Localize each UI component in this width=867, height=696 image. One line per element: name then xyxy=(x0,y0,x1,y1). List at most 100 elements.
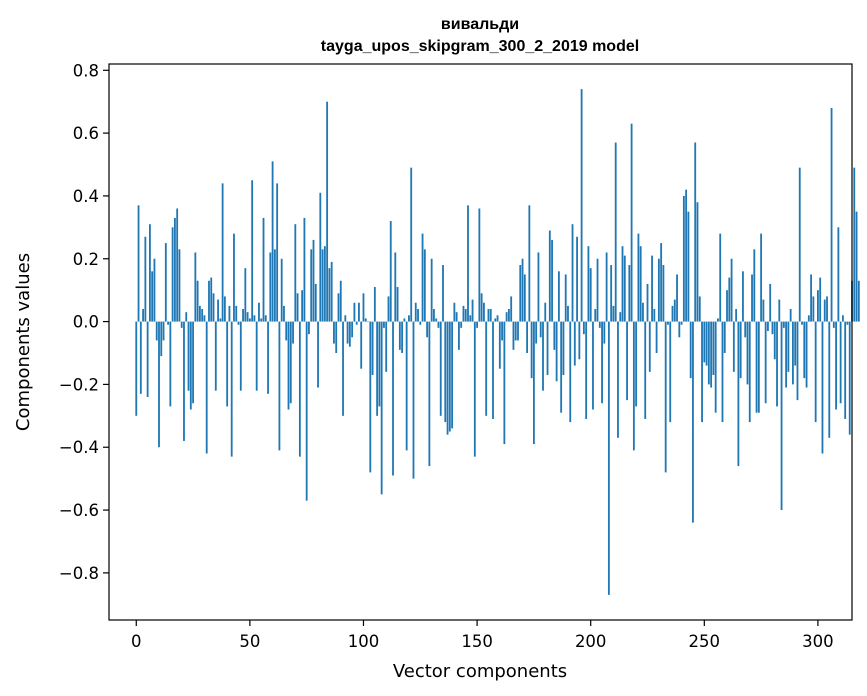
bar-119 xyxy=(405,321,408,451)
bar-235 xyxy=(669,321,672,423)
bar-112 xyxy=(389,221,392,322)
bar-259 xyxy=(723,321,726,353)
bar-69 xyxy=(292,321,294,344)
bar-148 xyxy=(471,299,474,322)
bar-297 xyxy=(810,274,813,322)
bar-78 xyxy=(312,239,315,322)
bar-234 xyxy=(667,321,669,325)
bar-17 xyxy=(173,217,176,322)
bar-147 xyxy=(469,315,472,322)
bar-89 xyxy=(337,293,340,322)
bar-25 xyxy=(192,321,194,404)
bar-247 xyxy=(696,202,699,322)
bar-261 xyxy=(728,277,731,322)
bar-211 xyxy=(614,142,617,322)
bar-4 xyxy=(144,236,147,322)
bar-292 xyxy=(798,167,801,322)
bar-35 xyxy=(214,321,217,391)
bar-43 xyxy=(233,233,235,322)
bar-229 xyxy=(655,321,658,353)
bar-162 xyxy=(503,321,506,445)
bar-258 xyxy=(721,321,724,423)
bar-24 xyxy=(189,321,192,410)
bar-252 xyxy=(707,321,710,385)
bar-79 xyxy=(314,283,317,322)
bar-46 xyxy=(239,321,242,391)
y-tick-label-2: 0.4 xyxy=(73,187,99,206)
bar-111 xyxy=(387,296,390,322)
bar-41 xyxy=(228,305,231,322)
bar-39 xyxy=(223,296,226,322)
bar-299 xyxy=(814,321,817,423)
bar-14 xyxy=(167,321,169,325)
bar-75 xyxy=(305,321,308,501)
bar-104 xyxy=(371,321,374,375)
bar-314 xyxy=(848,321,851,435)
bar-251 xyxy=(705,321,708,366)
bar-27 xyxy=(196,280,199,322)
bar-1 xyxy=(137,205,140,322)
bar-188 xyxy=(562,321,565,375)
bar-223 xyxy=(642,302,644,322)
bar-181 xyxy=(546,321,549,375)
bar-143 xyxy=(460,321,463,328)
bar-121 xyxy=(410,167,413,322)
y-tick-label-6: −0.4 xyxy=(59,438,99,457)
bar-123 xyxy=(414,302,417,322)
bar-266 xyxy=(739,321,742,379)
bar-142 xyxy=(458,321,460,350)
bar-284 xyxy=(780,321,783,511)
y-tick-label-5: −0.2 xyxy=(59,375,99,394)
bar-141 xyxy=(455,312,458,322)
bar-127 xyxy=(423,249,426,322)
bar-201 xyxy=(592,321,594,410)
bar-149 xyxy=(473,321,476,457)
bar-222 xyxy=(639,246,642,322)
bar-219 xyxy=(632,321,635,451)
bar-85 xyxy=(328,268,331,322)
bar-144 xyxy=(462,305,465,322)
bar-310 xyxy=(839,321,842,404)
bar-230 xyxy=(657,258,660,322)
bar-179 xyxy=(542,321,544,391)
bar-10 xyxy=(158,321,160,448)
bar-80 xyxy=(317,321,319,388)
bar-309 xyxy=(837,227,840,322)
bar-152 xyxy=(480,293,483,322)
bar-296 xyxy=(807,315,810,322)
bar-255 xyxy=(714,321,717,413)
bar-268 xyxy=(744,321,747,338)
bar-291 xyxy=(796,321,799,401)
bar-304 xyxy=(826,296,828,322)
bar-198 xyxy=(585,321,588,419)
bar-77 xyxy=(310,249,313,322)
bar-301 xyxy=(819,277,822,322)
bar-129 xyxy=(428,321,431,467)
bar-165 xyxy=(510,296,513,322)
bar-172 xyxy=(526,321,528,353)
bar-60 xyxy=(271,161,274,322)
bar-239 xyxy=(678,321,681,338)
bar-18 xyxy=(176,208,179,322)
bar-311 xyxy=(842,315,844,322)
bar-288 xyxy=(789,309,792,322)
x-tick-label-1: 50 xyxy=(239,632,260,651)
bar-90 xyxy=(339,280,342,322)
bar-316 xyxy=(853,167,856,322)
bar-36 xyxy=(217,299,219,322)
bar-88 xyxy=(335,321,338,353)
bar-277 xyxy=(764,321,767,404)
bar-160 xyxy=(498,321,501,369)
bar-156 xyxy=(489,309,492,322)
bar-243 xyxy=(687,211,690,322)
bar-205 xyxy=(601,321,603,404)
bar-265 xyxy=(737,321,740,467)
bar-204 xyxy=(598,321,601,328)
bar-293 xyxy=(801,321,803,325)
bar-317 xyxy=(855,211,858,322)
bar-278 xyxy=(767,321,769,331)
x-tick-label-3: 150 xyxy=(461,632,493,651)
bar-171 xyxy=(523,274,526,322)
bar-300 xyxy=(817,290,819,322)
